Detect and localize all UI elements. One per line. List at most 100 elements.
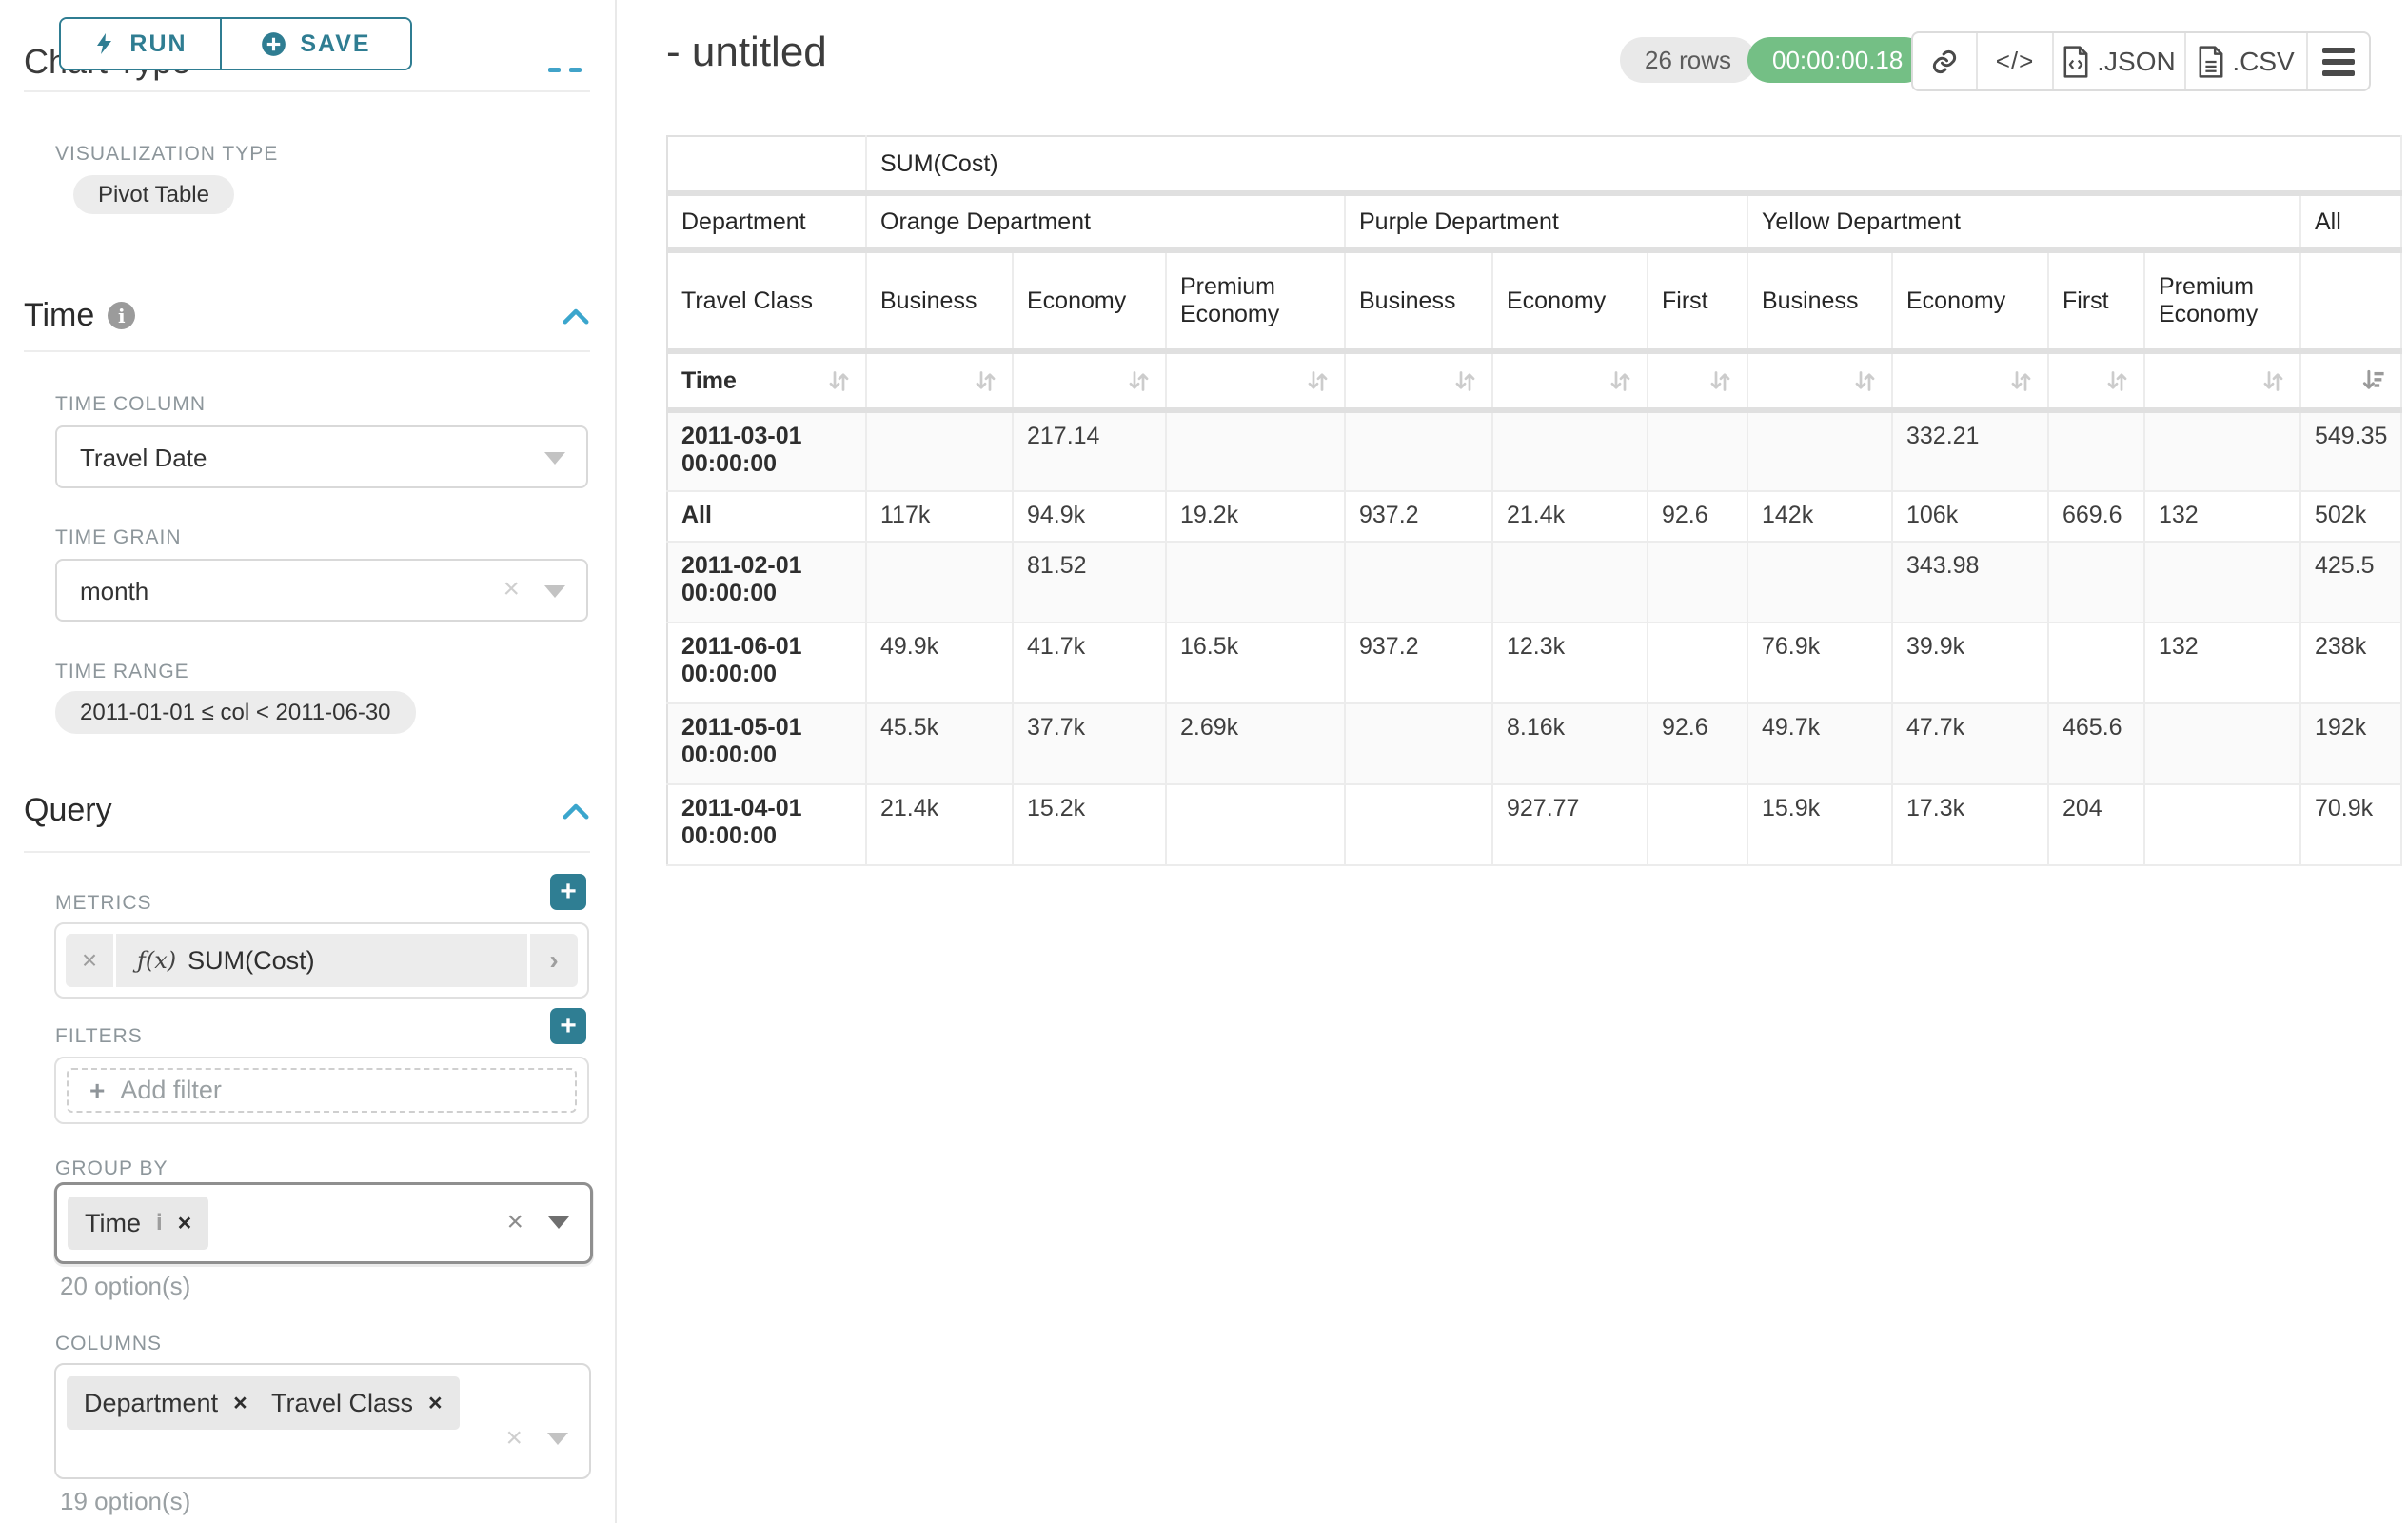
travel-class-header: Premium Economy xyxy=(1166,250,1346,354)
sort-header-time[interactable]: Time xyxy=(667,351,867,413)
remove-chip-icon[interactable]: × xyxy=(177,1209,192,1236)
chevron-down-icon[interactable] xyxy=(547,1432,568,1445)
export-json-button[interactable]: .JSON xyxy=(2052,33,2184,89)
sort-header[interactable] xyxy=(1166,351,1346,413)
collapse-query-chevron-up-icon[interactable] xyxy=(562,801,590,821)
add-filter-plus-button[interactable]: + xyxy=(550,1008,586,1044)
query-section-title: Query xyxy=(24,792,112,828)
value-cell: 502k xyxy=(2300,491,2403,543)
metrics-container: × ƒ(x) SUM(Cost) › xyxy=(54,922,589,999)
sort-icon xyxy=(2011,370,2031,391)
add-filter-label: Add filter xyxy=(120,1076,222,1104)
sort-header[interactable] xyxy=(866,351,1014,413)
travel-class-header: Economy xyxy=(1492,250,1648,354)
value-cell xyxy=(2048,410,2145,492)
pivot-table: SUM(Cost) Department Orange Department Purp… xyxy=(666,135,2403,866)
time-grain-select[interactable]: month × xyxy=(55,559,588,622)
sort-header[interactable] xyxy=(1892,351,2049,413)
query-timer-badge: 00:00:00.18 xyxy=(1747,37,1928,83)
travel-class-dimension-label: Travel Class xyxy=(667,250,867,354)
time-row-label: Time xyxy=(681,366,737,394)
value-cell: 117k xyxy=(866,491,1014,543)
value-cell: 425.5 xyxy=(2300,542,2403,623)
travel-class-header: Economy xyxy=(1892,250,2049,354)
run-button[interactable]: RUN xyxy=(61,19,222,69)
value-cell: 15.2k xyxy=(1013,784,1167,866)
time-column-select[interactable]: Travel Date xyxy=(55,425,588,488)
remove-metric-icon[interactable]: × xyxy=(66,934,116,987)
value-cell: 937.2 xyxy=(1345,623,1493,704)
row-header-time-value: 2011-05-01 00:00:00 xyxy=(667,703,867,785)
value-cell: 16.5k xyxy=(1166,623,1346,704)
columns-select[interactable]: Department × Travel Class × × xyxy=(54,1363,591,1479)
time-range-label: TIME RANGE xyxy=(55,661,189,682)
control-panel: Chart Type RUN SAVE VISUALIZATION TYPE P… xyxy=(0,0,617,1523)
chevron-down-icon[interactable] xyxy=(544,585,565,598)
time-section-title: Time xyxy=(24,297,95,333)
sort-header[interactable] xyxy=(1648,351,1748,413)
value-cell xyxy=(1747,410,1893,492)
chevron-down-icon[interactable] xyxy=(544,452,565,465)
value-cell: 45.5k xyxy=(866,703,1014,785)
sort-header[interactable] xyxy=(2144,351,2301,413)
clear-icon[interactable]: × xyxy=(506,1206,523,1237)
menu-icon xyxy=(2322,47,2355,76)
columns-chip-department[interactable]: Department × xyxy=(67,1376,265,1430)
view-query-button[interactable]: </> xyxy=(1976,33,2052,89)
value-cell: 15.9k xyxy=(1747,784,1893,866)
travel-class-header: Premium Economy xyxy=(2144,250,2301,354)
link-icon xyxy=(1932,49,1957,73)
viz-type-pill[interactable]: Pivot Table xyxy=(73,175,234,214)
columns-chip-travel-class[interactable]: Travel Class × xyxy=(254,1376,460,1430)
department-group-header: Yellow Department xyxy=(1747,193,2301,253)
group-by-chip-time[interactable]: Time i × xyxy=(68,1197,209,1250)
add-metric-button[interactable]: + xyxy=(550,874,586,910)
clear-icon[interactable]: × xyxy=(503,573,520,604)
all-column-subheader xyxy=(2300,250,2403,354)
sort-header[interactable] xyxy=(2048,351,2145,413)
json-file-icon xyxy=(2063,45,2088,78)
value-cell xyxy=(2048,542,2145,623)
value-cell: 8.16k xyxy=(1492,703,1648,785)
value-cell: 70.9k xyxy=(2300,784,2403,866)
metric-value[interactable]: ƒ(x) SUM(Cost) xyxy=(116,934,527,987)
value-cell xyxy=(1166,410,1346,492)
sort-header[interactable] xyxy=(1345,351,1493,413)
columns-options-hint: 19 option(s) xyxy=(60,1487,191,1515)
value-cell xyxy=(1345,542,1493,623)
value-cell xyxy=(1166,542,1346,623)
all-column-header: All xyxy=(2300,193,2403,253)
group-by-select[interactable]: Time i × × xyxy=(54,1182,593,1264)
collapse-time-chevron-up-icon[interactable] xyxy=(562,307,590,326)
table-row: 2011-02-01 00:00:00 81.52 343.98 425.5 xyxy=(667,542,2403,623)
value-cell xyxy=(1492,542,1648,623)
time-section-heading: Time i xyxy=(24,297,136,334)
table-row: All 117k 94.9k 19.2k 937.2 21.4k 92.6 142k 106k 6… xyxy=(667,491,2403,543)
value-cell: 81.52 xyxy=(1013,542,1167,623)
travel-class-header: First xyxy=(1648,250,1748,354)
add-filter-button[interactable]: + Add filter xyxy=(67,1068,577,1113)
row-header-time-value: 2011-03-01 00:00:00 xyxy=(667,410,867,492)
sort-header[interactable] xyxy=(1747,351,1893,413)
more-options-button[interactable] xyxy=(2306,33,2369,89)
sort-header-all-active[interactable] xyxy=(2300,351,2403,413)
save-button[interactable]: SAVE xyxy=(222,19,410,69)
export-csv-button[interactable]: .CSV xyxy=(2184,33,2306,89)
value-cell xyxy=(2144,703,2301,785)
value-cell xyxy=(2144,784,2301,866)
value-cell xyxy=(1345,703,1493,785)
expand-metric-chevron-right-icon[interactable]: › xyxy=(527,934,578,987)
remove-chip-icon[interactable]: × xyxy=(428,1389,443,1416)
sort-header[interactable] xyxy=(1013,351,1167,413)
time-range-pill[interactable]: 2011-01-01 ≤ col < 2011-06-30 xyxy=(55,691,416,734)
value-cell: 204 xyxy=(2048,784,2145,866)
clear-icon[interactable]: × xyxy=(505,1422,523,1454)
info-icon: i xyxy=(108,302,136,329)
chevron-down-icon[interactable] xyxy=(548,1216,569,1229)
travel-class-header: Economy xyxy=(1013,250,1167,354)
share-link-button[interactable] xyxy=(1913,33,1976,89)
sort-header[interactable] xyxy=(1492,351,1648,413)
remove-chip-icon[interactable]: × xyxy=(233,1389,247,1416)
code-icon: </> xyxy=(1995,47,2035,75)
